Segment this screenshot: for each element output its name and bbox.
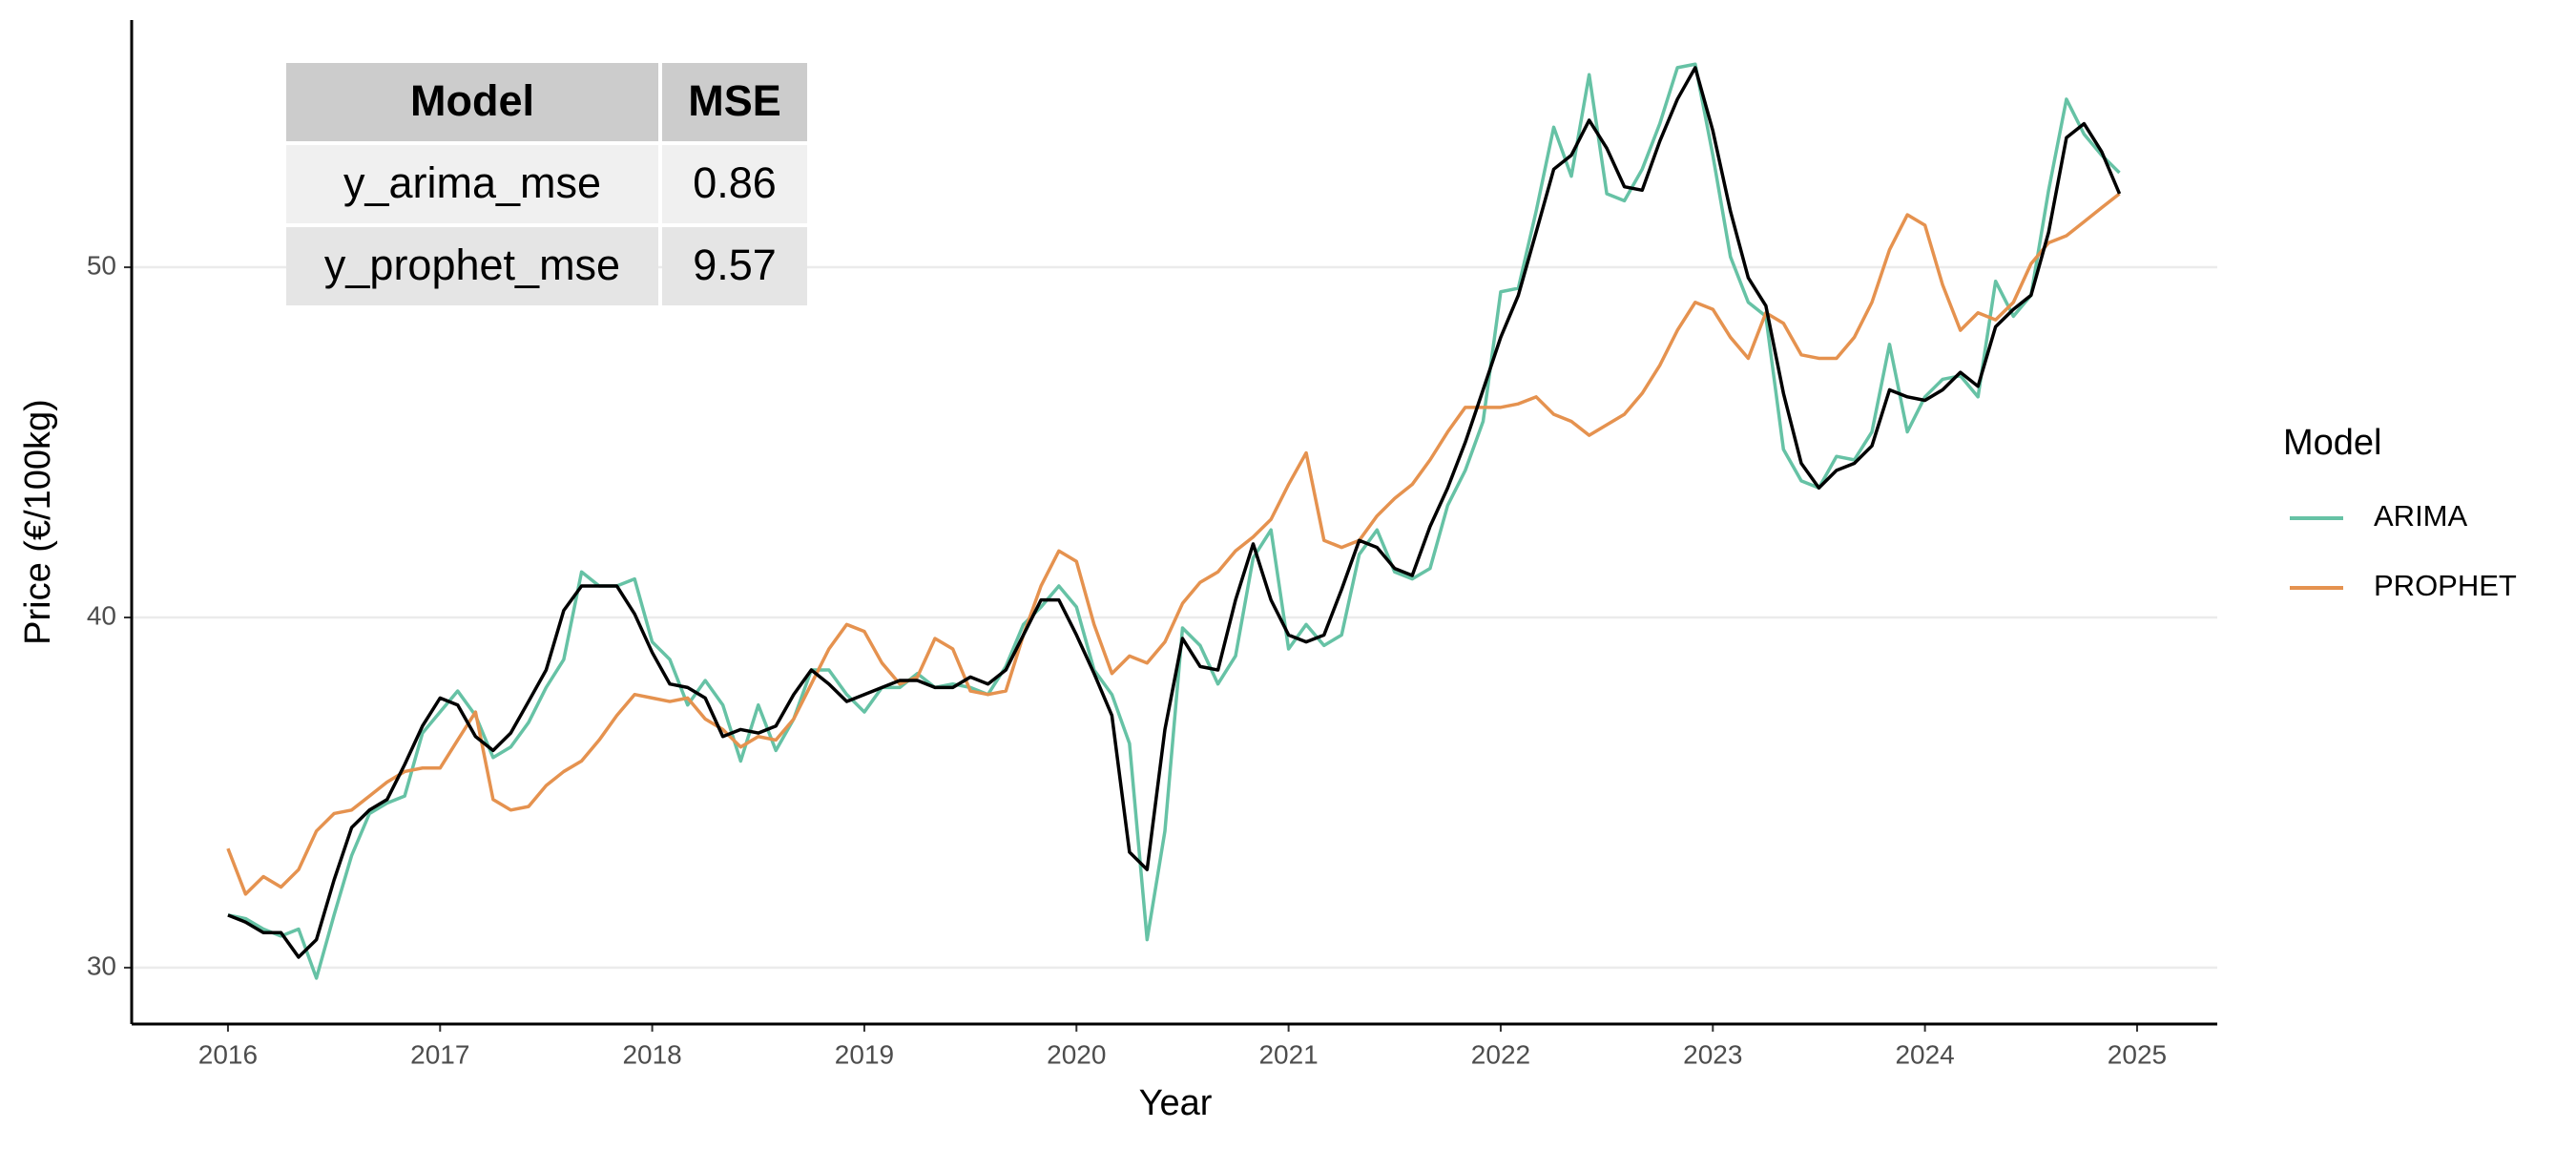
y-tick-label: 40 [87, 600, 116, 630]
x-tick-label: 2021 [1258, 1039, 1318, 1069]
table-text: 0.86 [693, 158, 777, 207]
legend-label: PROPHET [2374, 569, 2517, 602]
legend-label: ARIMA [2374, 499, 2468, 533]
y-tick-label: 30 [87, 951, 116, 980]
table-cell [286, 63, 658, 141]
x-tick-label: 2023 [1683, 1039, 1742, 1069]
table-cell [662, 63, 807, 141]
table-cell [662, 145, 807, 223]
x-tick-label: 2019 [835, 1039, 894, 1069]
table-text: y_prophet_mse [324, 240, 620, 289]
series-line [227, 62, 2121, 980]
x-tick-label: 2020 [1047, 1039, 1106, 1069]
x-tick-label: 2016 [198, 1039, 258, 1069]
table-text: 9.57 [693, 240, 777, 289]
x-tick-label: 2024 [1895, 1039, 1954, 1069]
table-cell [662, 227, 807, 305]
table-text: MSE [688, 76, 781, 125]
x-axis-title: Year [1139, 1083, 1213, 1123]
table-text: Model [410, 76, 534, 125]
legend-title: Model [2283, 423, 2382, 463]
x-tick-label: 2022 [1471, 1039, 1530, 1069]
series-line [226, 192, 2121, 896]
table-cell [286, 227, 658, 305]
y-axis-title: Price (€/100kg) [18, 399, 58, 645]
x-tick-label: 2017 [410, 1039, 469, 1069]
y-tick-label: 50 [87, 250, 116, 280]
x-tick-label: 2018 [622, 1039, 681, 1069]
x-tick-label: 2025 [2108, 1039, 2167, 1069]
table-cell [286, 145, 658, 223]
table-text: y_arima_mse [343, 158, 601, 207]
series-line [227, 66, 2122, 959]
